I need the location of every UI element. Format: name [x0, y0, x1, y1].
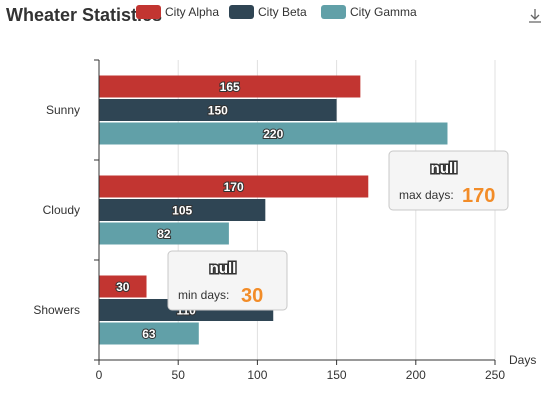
x-tick-label: 0	[96, 368, 103, 382]
legend-swatch	[321, 5, 346, 19]
mark-point-callout: null min days: 30	[167, 250, 288, 311]
bar	[99, 122, 448, 145]
bar	[99, 99, 337, 121]
data-label: 220	[263, 127, 283, 141]
legend: City Alpha City Beta City Gamma	[136, 5, 417, 19]
data-label: 165	[220, 80, 240, 94]
mark-point-value: 30	[241, 285, 263, 307]
mark-point-title: null	[210, 260, 237, 277]
legend-swatch	[229, 5, 254, 19]
data-label: 82	[157, 227, 171, 241]
y-category-label: Showers	[33, 303, 80, 317]
download-icon[interactable]	[529, 9, 541, 23]
y-category-label: Cloudy	[43, 203, 80, 217]
mark-point-callout: null max days: 170	[388, 150, 509, 211]
bar	[99, 222, 229, 245]
axes: 0 50 100 150 200 250 Sunny Cloudy Showers Days	[33, 59, 536, 382]
legend-label: City Alpha	[165, 5, 219, 19]
bar	[99, 322, 199, 345]
x-tick-label: 150	[327, 368, 347, 382]
bar	[99, 175, 369, 198]
data-label: 170	[224, 180, 244, 194]
y-category-label: Sunny	[46, 103, 80, 117]
x-tick-label: 250	[485, 368, 505, 382]
data-label: 63	[142, 327, 156, 341]
mark-point-box	[388, 150, 509, 211]
mark-point-box	[167, 250, 288, 311]
x-tick-label: 100	[247, 368, 267, 382]
mark-point-value: 170	[462, 185, 495, 207]
legend-swatch	[136, 5, 161, 19]
mark-point-label: min days:	[178, 288, 229, 302]
x-tick-label: 200	[406, 368, 426, 382]
mark-point-label: max days:	[399, 188, 454, 202]
data-label: 150	[208, 104, 228, 118]
mark-point-title: null	[431, 160, 458, 177]
bars: 165150220170105823011063	[99, 75, 448, 345]
chart-title: Wheater Statistics	[6, 5, 162, 25]
legend-label: City Beta	[258, 5, 307, 19]
data-label: 30	[116, 280, 130, 294]
x-axis-name: Days	[509, 353, 536, 367]
x-tick-label: 50	[172, 368, 186, 382]
legend-label: City Gamma	[350, 5, 417, 19]
bar	[99, 199, 266, 221]
data-label: 105	[172, 204, 192, 218]
bar	[99, 275, 147, 298]
bar	[99, 75, 361, 98]
